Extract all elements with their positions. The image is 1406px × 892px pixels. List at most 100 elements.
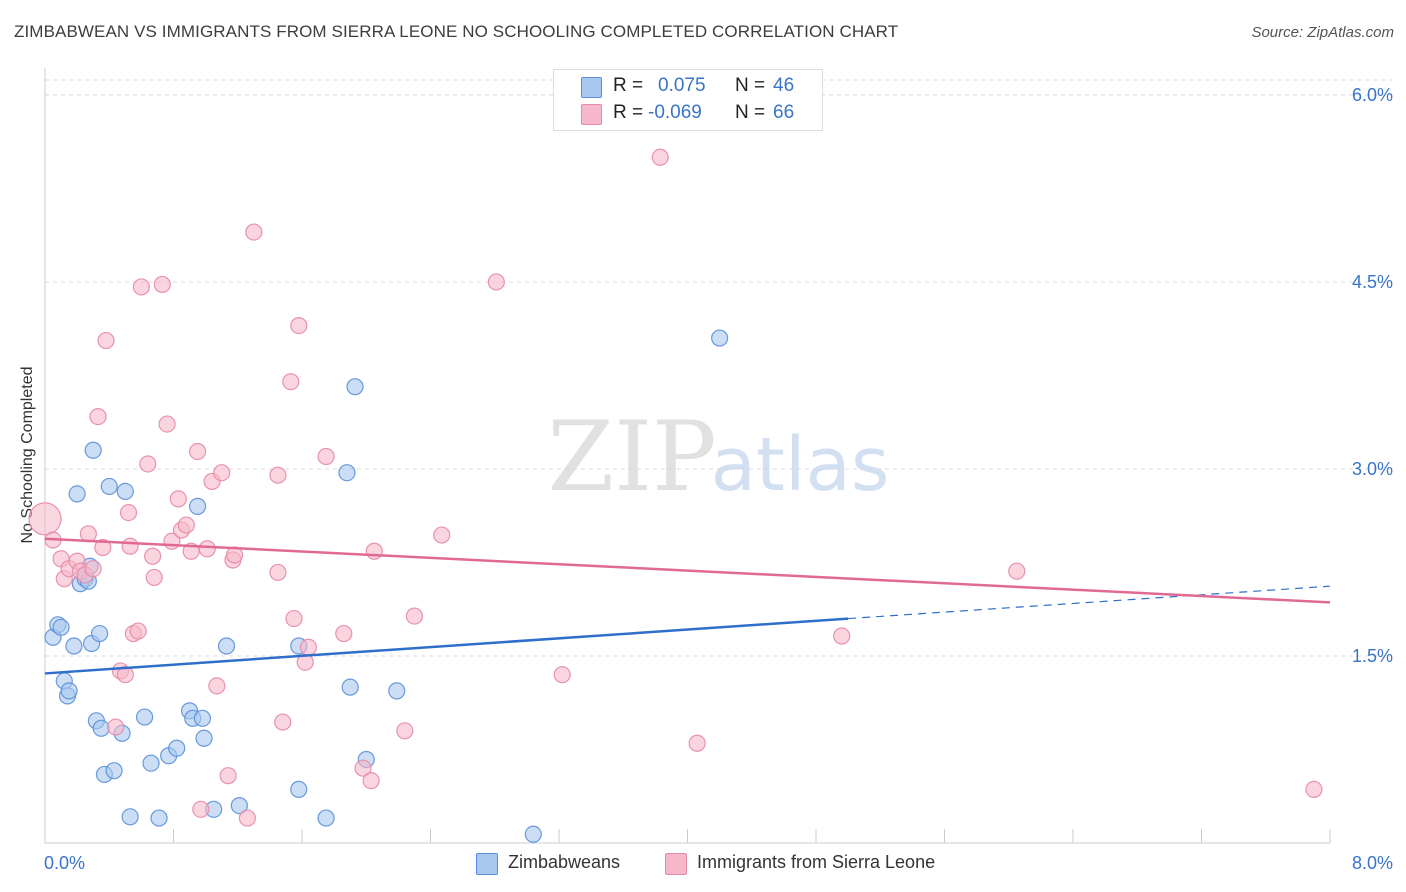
legend-label: Zimbabweans [508,852,621,872]
sierra-leone-point [553,666,571,684]
zimbabwean-point [135,708,154,726]
watermark-zip: ZIP [547,401,716,513]
zimbabwean-point [188,497,207,515]
sierra-leone-point [89,408,107,426]
r-value: -0.069 [648,102,702,123]
chart-title: ZIMBABWEAN VS IMMIGRANTS FROM SIERRA LEO… [14,22,899,41]
stats-row-sierra-leone: R = -0.069 N = 66 [554,101,822,127]
r-label: R = [613,75,644,96]
sierra-leone-point [97,331,115,350]
zimbabweans-swatch [581,77,602,98]
watermark-atlas: atlas [711,422,890,508]
y-tick-label: 6.0% [1352,85,1393,105]
x-tick-label: 8.0% [1352,853,1393,873]
sierra-leone-point [651,148,669,166]
zimbabwean-point [116,482,134,501]
x-tick-label: 0.0% [44,853,85,873]
zimbabwean-point [388,682,406,700]
sierra-leone-point [208,677,226,695]
sierra-leone-point [362,772,380,790]
sierra-leone-point [396,722,414,740]
sierra-leone-point [1305,780,1323,798]
zimbabwean-point [346,378,364,396]
sierra-leone-point [79,525,97,543]
sierra-leone-point [269,466,287,484]
sierra-leone-point [132,278,150,296]
zimbabwean-point [711,329,729,347]
r-value: 0.075 [658,75,706,96]
sierra-leone-point [354,759,372,777]
sierra-leone-point [116,666,134,684]
zimbabweans-legend-swatch [476,853,498,875]
zimbabwean-point [338,464,356,482]
n-value: 46 [773,75,795,96]
sierra-leone-point [188,442,207,461]
stats-box: R = 0.075 N = 46 R = -0.069 N = 66 [553,69,823,131]
sierra-leone-point [487,273,505,291]
sierra-leone-point [107,718,125,736]
zimbabwean-point [150,809,168,827]
zimbabwean-point [65,637,83,655]
zimbabwean-point [68,485,86,503]
zimbabwean-point [317,809,335,827]
zimbabwean-point [100,477,118,496]
trend-lines [44,537,1331,675]
n-value: 66 [773,102,795,123]
sierra-leone-point [317,447,335,466]
sierra-leone-point [1008,562,1026,580]
zimbabwean-point [524,825,542,843]
sierra-leone-point [688,734,706,752]
zimbabwean-trend-line [44,617,849,675]
zimbabwean-point [341,678,359,696]
sierra-leone-point [219,767,237,785]
zimbabwean-point [105,762,123,780]
tick-labels: 1.5% 3.0% 4.5% 6.0% 0.0% 8.0% [44,85,1393,873]
sierra-leone-point [121,537,139,555]
sierra-leone-point [299,638,318,656]
sierra-leone-point [282,373,300,391]
sierra-leone-point [169,490,187,508]
zimbabwean-point [193,709,212,727]
sierra-leone-point [28,502,62,536]
sierra-leone-point [158,415,176,433]
sierra-leone-point [198,540,216,558]
stats-row-zimbabweans: R = 0.075 N = 46 [554,74,822,100]
sierra-leone-point [153,275,171,294]
sierra-leone-point [433,526,451,544]
zimbabwean-point [91,624,109,643]
sierra-leone-point [94,538,112,557]
sierra-leone-point [335,624,353,643]
zimbabwean-point [290,780,308,798]
source-label: Source: ZipAtlas.com [1251,24,1394,41]
sierra-leone-point [365,542,383,560]
zimbabwean-point [60,682,78,700]
sierra-leone-point [245,223,263,241]
zimbabwean-point [230,796,248,815]
sierra-leone-point [213,464,231,482]
sierra-leone-point [84,560,102,578]
sierra-leone-point [144,547,162,565]
sierra-leone-point [177,516,195,534]
sierra-leone-point [274,713,292,731]
zimbabwean-point [195,729,213,747]
sierra-leone-point [290,316,308,335]
axes [44,68,1331,844]
sierra-leone-point [139,455,157,473]
y-tick-label: 4.5% [1352,272,1393,292]
legend-label: Immigrants from Sierra Leone [697,852,936,872]
sierra-leone-point [192,800,210,818]
y-tick-label: 3.0% [1352,459,1393,479]
sierra-leone-point [405,607,424,625]
sierra-leone-point [833,627,851,645]
sierra-leone-point [119,504,138,522]
zimbabwean-point [84,441,102,459]
zimbabwean-point [52,618,70,636]
zimbabwean-point [142,754,160,772]
sierra-leone-trend-line [44,537,1331,604]
gridlines [45,79,1392,657]
sierra-leone-swatch [581,104,602,125]
zimbabwean-point [121,808,139,826]
zimbabwean-trend-extension [848,585,1331,620]
zimbabwean-point [168,739,186,757]
